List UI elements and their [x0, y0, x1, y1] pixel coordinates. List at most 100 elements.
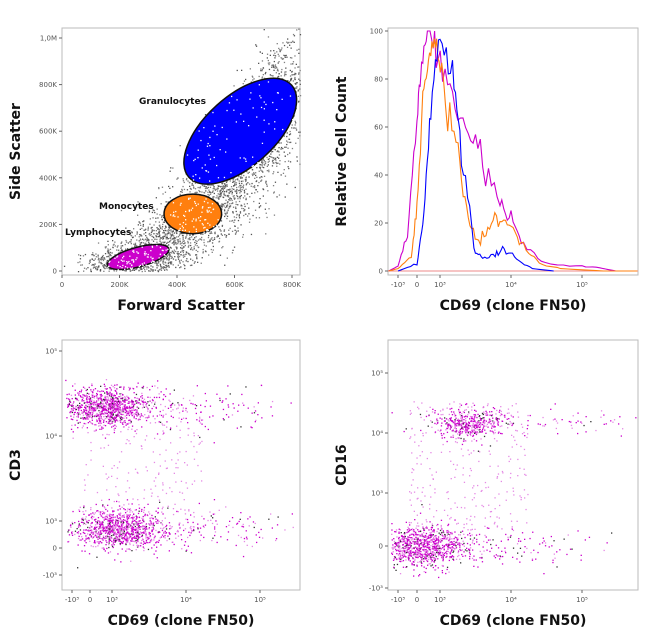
event-dot	[226, 211, 228, 213]
event-dot	[156, 263, 158, 265]
event-dot	[178, 261, 181, 263]
event-dot	[149, 223, 151, 225]
event-dot	[233, 198, 236, 200]
event-dot	[143, 229, 145, 231]
event-dot	[205, 186, 207, 188]
event-dot	[241, 69, 243, 71]
event-dot	[225, 190, 228, 192]
event-dot	[141, 227, 143, 230]
event-dot	[131, 409, 133, 411]
event-dot	[173, 249, 175, 251]
event-dot	[164, 225, 167, 227]
event-dot	[241, 182, 243, 185]
event-dot	[95, 268, 97, 270]
event-dot	[270, 50, 272, 52]
event-dot	[92, 392, 94, 394]
event-dot	[170, 236, 172, 238]
event-dot	[292, 80, 294, 82]
event-dot	[167, 262, 170, 265]
event-dot	[116, 404, 118, 406]
event-dot	[157, 265, 159, 267]
event-dot	[146, 266, 148, 268]
event-dot	[79, 390, 81, 393]
event-dot	[110, 406, 112, 408]
event-dot	[236, 69, 238, 72]
event-dot	[189, 191, 191, 193]
gated-event-dot	[209, 145, 211, 147]
event-dot	[77, 404, 79, 407]
gated-event-dot	[138, 265, 140, 268]
event-dot	[170, 262, 172, 264]
gated-event-dot	[207, 142, 209, 145]
event-dot	[239, 192, 241, 194]
event-dot	[138, 240, 140, 242]
gated-event-dot	[282, 128, 284, 131]
event-dot	[112, 399, 114, 401]
event-dot	[85, 398, 88, 400]
event-dot	[97, 403, 99, 405]
gated-event-dot	[182, 227, 184, 229]
event-dot	[173, 237, 175, 239]
event-dot	[134, 397, 136, 399]
event-dot	[185, 260, 187, 262]
event-dot	[94, 527, 97, 529]
event-dot	[122, 413, 125, 416]
event-dot	[96, 393, 98, 396]
event-dot	[155, 262, 157, 264]
event-dot	[106, 510, 109, 512]
event-dot	[140, 234, 142, 236]
event-dot	[178, 254, 180, 256]
event-dot	[239, 188, 242, 190]
event-dot	[278, 151, 280, 153]
event-dot	[140, 510, 143, 512]
event-dot	[124, 408, 126, 410]
gated-event-dot	[129, 267, 132, 269]
event-dot	[136, 411, 138, 413]
gated-event-dot	[239, 157, 241, 159]
event-dot	[298, 100, 300, 102]
event-dot	[139, 520, 141, 522]
gated-event-dot	[243, 157, 245, 159]
gated-event-dot	[108, 265, 110, 267]
gated-event-dot	[126, 261, 128, 263]
gated-event-dot	[260, 97, 262, 99]
event-dot	[140, 399, 142, 401]
event-dot	[289, 141, 291, 144]
event-dot	[267, 59, 269, 62]
gated-event-dot	[198, 130, 200, 132]
event-dot	[105, 399, 107, 401]
event-dot	[171, 257, 173, 259]
event-dot	[224, 194, 226, 196]
event-dot	[274, 181, 277, 183]
event-dot	[168, 229, 170, 231]
event-dot	[194, 237, 196, 239]
event-dot	[85, 394, 88, 396]
event-dot	[271, 160, 274, 162]
event-dot	[224, 212, 226, 214]
event-dot	[125, 241, 128, 243]
event-dot	[135, 418, 137, 420]
event-dot	[105, 396, 107, 398]
event-dot	[231, 252, 234, 254]
gated-event-dot	[126, 263, 128, 265]
event-dot	[249, 196, 251, 198]
event-dot	[224, 186, 227, 188]
event-dot	[200, 262, 202, 264]
gated-event-dot	[167, 248, 169, 250]
event-dot	[275, 161, 277, 164]
event-dot	[141, 235, 143, 237]
gated-event-dot	[195, 230, 197, 233]
event-dot	[87, 412, 90, 414]
event-dot	[217, 193, 219, 195]
gated-event-dot	[128, 260, 130, 263]
event-dot	[268, 169, 270, 171]
event-dot	[163, 258, 165, 260]
event-dot	[189, 254, 191, 256]
event-dot	[170, 230, 172, 232]
event-dot	[112, 411, 114, 414]
event-dot	[169, 232, 171, 234]
event-dot	[88, 406, 91, 408]
event-dot	[230, 186, 233, 188]
event-dot	[92, 252, 94, 254]
gated-event-dot	[132, 250, 134, 252]
